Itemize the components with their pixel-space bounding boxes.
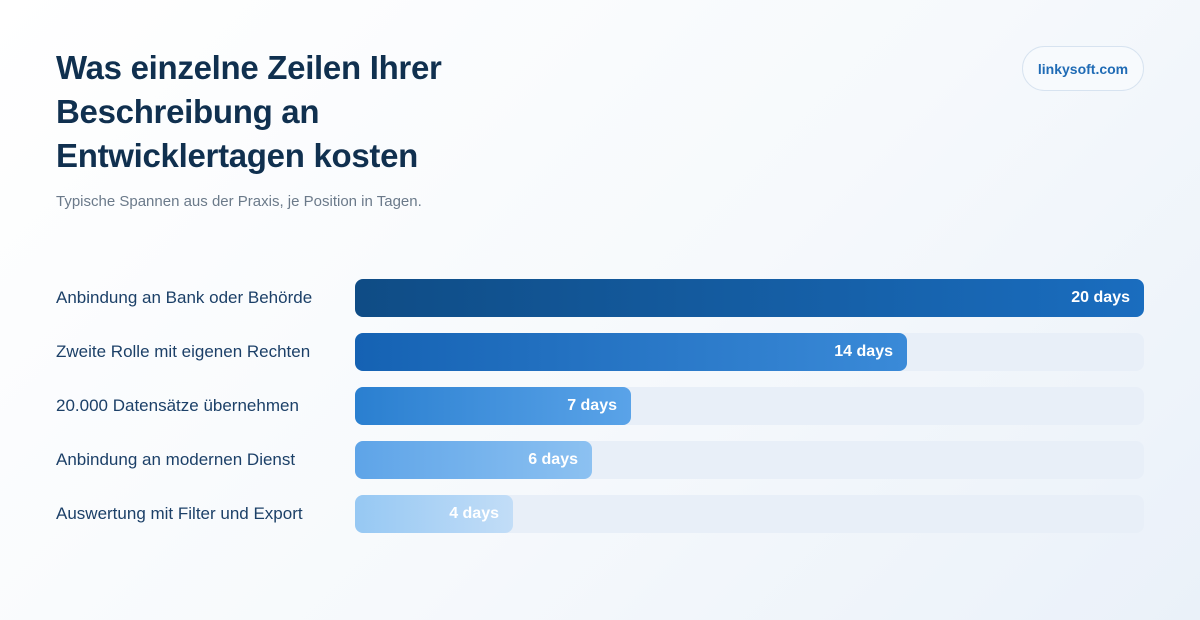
bar: 20 days bbox=[355, 279, 1144, 317]
bar-value-label: 6 days bbox=[528, 451, 578, 468]
category-label: Anbindung an Bank oder Behörde bbox=[56, 288, 313, 307]
bar-row: Anbindung an Bank oder Behörde 20 days bbox=[0, 279, 1200, 317]
bar-row: Zweite Rolle mit eigenen Rechten 14 days bbox=[0, 333, 1200, 371]
bar-value-label: 14 days bbox=[834, 343, 893, 360]
bar-track: 20 days bbox=[355, 279, 1144, 317]
bar-value-label: 7 days bbox=[567, 397, 617, 414]
bar: 6 days bbox=[355, 441, 592, 479]
bar-track: 6 days bbox=[355, 441, 1144, 479]
bar: 7 days bbox=[355, 387, 631, 425]
chart-subtitle: Typische Spannen aus der Praxis, je Posi… bbox=[56, 193, 422, 210]
bar-value-label: 20 days bbox=[1071, 289, 1130, 306]
bar-row: Anbindung an modernen Dienst 6 days bbox=[0, 441, 1200, 479]
category-label: Zweite Rolle mit eigenen Rechten bbox=[56, 342, 311, 361]
bar-value-label: 4 days bbox=[449, 505, 499, 522]
bar: 4 days bbox=[355, 495, 513, 533]
category-label: Anbindung an modernen Dienst bbox=[56, 450, 296, 469]
bar-track: 4 days bbox=[355, 495, 1144, 533]
bar-row: Auswertung mit Filter und Export 4 days bbox=[0, 495, 1200, 533]
bar: 14 days bbox=[355, 333, 907, 371]
bar-row: 20.000 Datensätze übernehmen 7 days bbox=[0, 387, 1200, 425]
brand-badge[interactable]: linkysoft.com bbox=[1022, 46, 1144, 91]
chart-title: Was einzelne Zeilen Ihrer Beschreibung a… bbox=[56, 49, 442, 174]
category-label: Auswertung mit Filter und Export bbox=[56, 504, 303, 523]
bar-track: 7 days bbox=[355, 387, 1144, 425]
bar-track: 14 days bbox=[355, 333, 1144, 371]
category-label: 20.000 Datensätze übernehmen bbox=[56, 396, 299, 415]
